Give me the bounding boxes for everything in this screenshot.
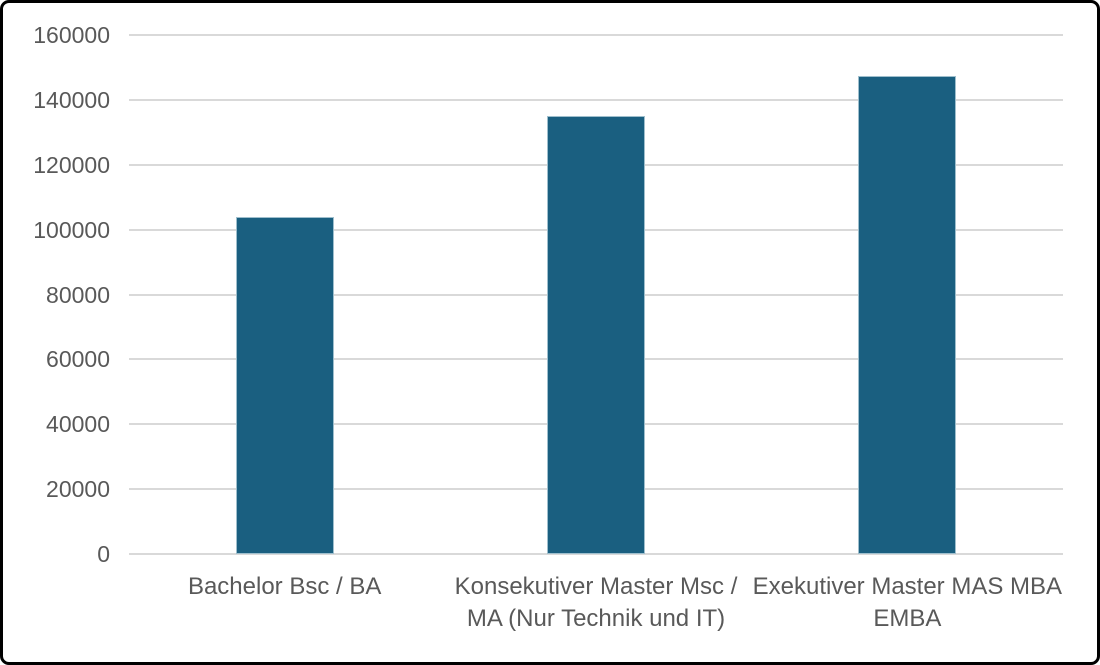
bar xyxy=(235,216,334,554)
bar xyxy=(858,75,957,554)
y-axis-tick-label: 20000 xyxy=(46,476,110,503)
x-axis-category-label-line: EMBA xyxy=(873,605,942,632)
x-axis-category-label-line: Bachelor Bsc / BA xyxy=(187,573,382,600)
x-axis-category-label: Exekutiver Master MAS MBA EMBA xyxy=(752,571,1063,635)
y-axis-tick-label: 100000 xyxy=(33,216,110,243)
y-axis-tick-label: 120000 xyxy=(33,151,110,178)
x-axis-line xyxy=(129,553,1063,555)
y-axis-tick-label: 40000 xyxy=(46,411,110,438)
bar xyxy=(547,116,645,554)
gridline xyxy=(129,98,1063,101)
y-axis-tick-label: 160000 xyxy=(33,22,110,48)
y-axis-tick-label: 0 xyxy=(97,541,110,567)
y-axis-tick-label: 80000 xyxy=(46,281,110,308)
x-axis-category-label-line: Exekutiver Master MAS MBA xyxy=(752,573,1063,600)
x-axis-category-label: Bachelor Bsc / BA xyxy=(129,571,440,603)
gridline xyxy=(129,34,1063,36)
x-axis-category-label-line: MA (Nur Technik und IT) xyxy=(466,605,726,632)
x-axis-category-label-line: Konsekutiver Master Msc / xyxy=(454,573,738,600)
x-axis-category-label: Konsekutiver Master Msc / MA (Nur Technik… xyxy=(440,571,751,635)
y-axis-tick-label: 140000 xyxy=(33,86,110,113)
y-axis-tick-label: 60000 xyxy=(46,346,110,373)
